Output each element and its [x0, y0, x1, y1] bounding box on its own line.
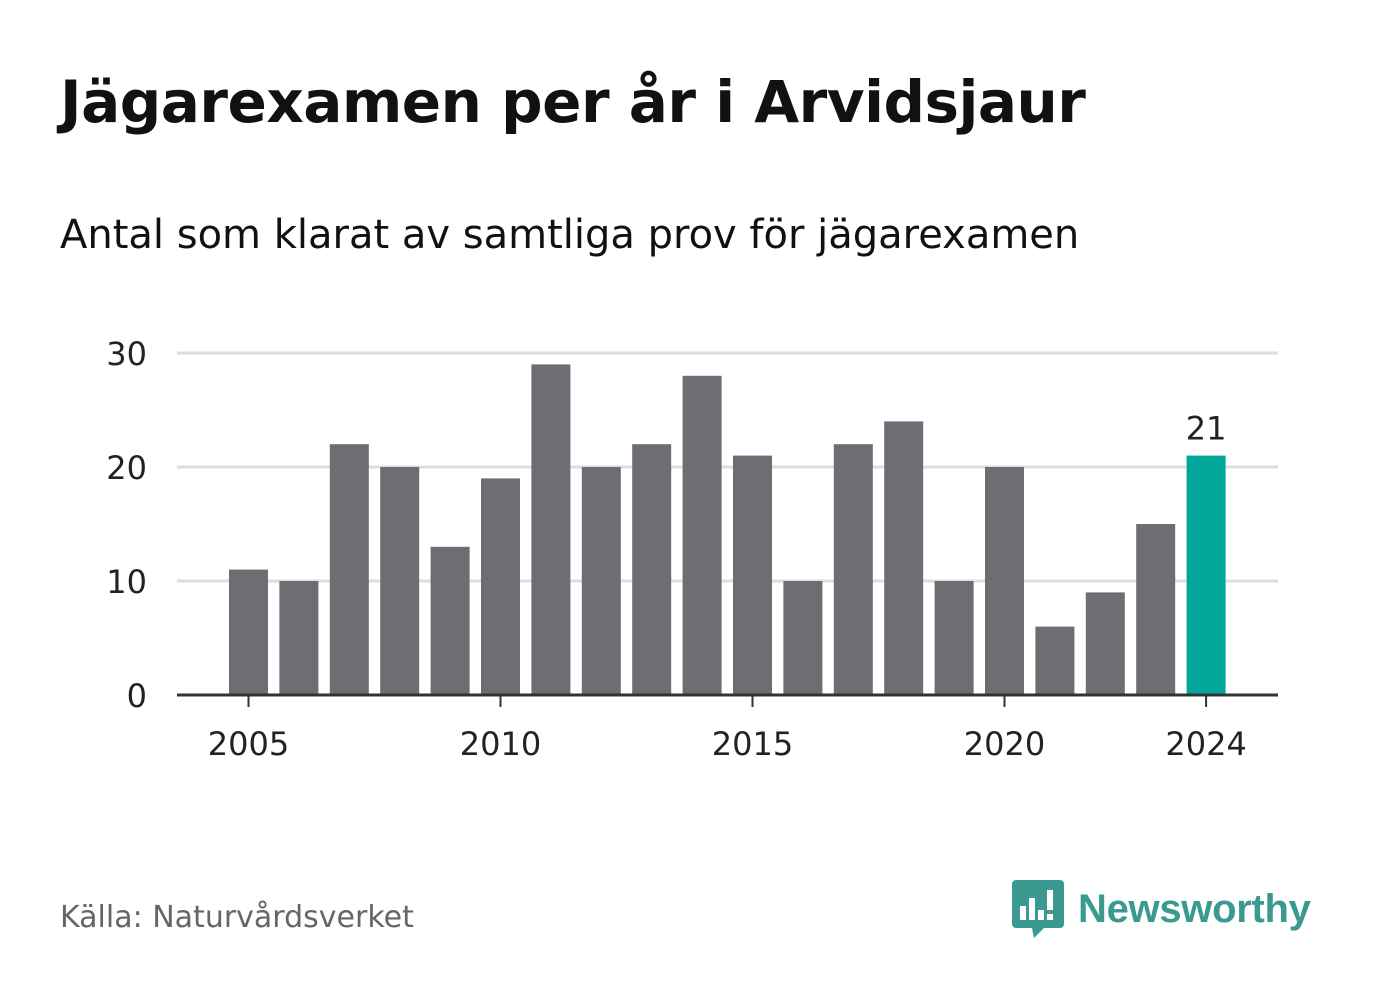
source-note: Källa: Naturvårdsverket — [60, 900, 414, 935]
bar-2018 — [884, 421, 924, 695]
bar-chart-speech-bubble-icon — [1012, 880, 1064, 938]
x-tick-label: 2015 — [712, 725, 793, 763]
bar-2008 — [380, 467, 420, 695]
x-tick-label: 2005 — [208, 725, 289, 763]
y-tick-label: 10 — [106, 563, 147, 601]
bar-2017 — [833, 444, 873, 695]
bar-2022 — [1085, 592, 1125, 695]
y-tick-label: 30 — [106, 335, 147, 373]
chart-subtitle: Antal som klarat av samtliga prov för jä… — [60, 212, 1080, 258]
bar-2024 — [1186, 455, 1226, 695]
x-tick-label: 2020 — [964, 725, 1045, 763]
bar-2023 — [1136, 524, 1176, 695]
brand-logo: Newsworthy — [1010, 878, 1311, 940]
bar-2014 — [682, 375, 722, 695]
bar-2009 — [430, 546, 470, 695]
brand-name: Newsworthy — [1078, 886, 1311, 931]
bar-2021 — [1035, 626, 1075, 695]
y-tick-label: 0 — [127, 677, 147, 715]
bar-2011 — [531, 364, 571, 695]
bar-2005 — [229, 569, 268, 695]
bar-2006 — [279, 581, 319, 695]
chart-title: Jägarexamen per år i Arvidsjaur — [60, 68, 1086, 136]
bar-2012 — [581, 467, 621, 695]
bar-2016 — [783, 581, 823, 695]
data-label-2024: 21 — [1186, 410, 1227, 448]
bar-2007 — [329, 444, 369, 695]
bar-2019 — [934, 581, 974, 695]
bar-2015 — [733, 455, 772, 695]
x-tick-label: 2010 — [460, 725, 541, 763]
bar-2013 — [632, 444, 672, 695]
bar-2020 — [985, 467, 1024, 695]
bar-2010 — [481, 478, 520, 695]
x-tick-label: 2024 — [1165, 725, 1246, 763]
y-tick-label: 20 — [106, 449, 147, 487]
